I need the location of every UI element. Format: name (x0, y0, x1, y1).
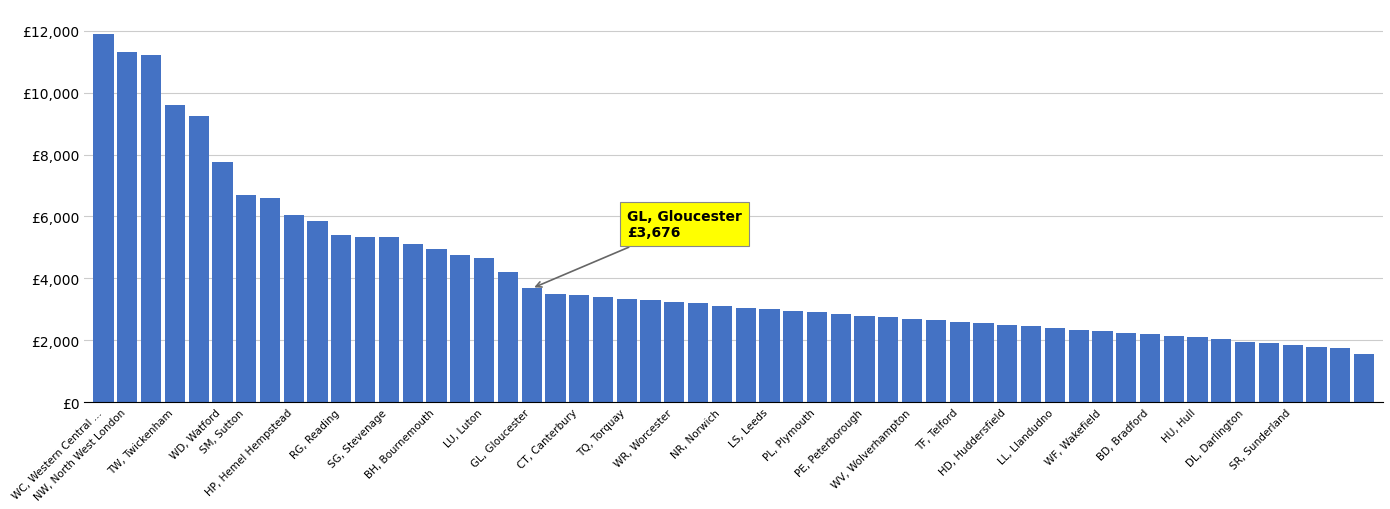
Bar (236, 195, 256, 403)
Bar (617, 299, 637, 403)
Bar (735, 308, 756, 403)
Bar (1187, 337, 1208, 403)
Bar (260, 199, 281, 403)
Bar (354, 237, 375, 403)
Bar (140, 56, 161, 403)
Bar (284, 215, 304, 403)
Bar (855, 316, 874, 403)
Bar (759, 310, 780, 403)
Bar (664, 302, 684, 403)
Bar (949, 322, 970, 403)
Bar (902, 319, 922, 403)
Bar (926, 321, 947, 403)
Bar (213, 163, 232, 403)
Bar (427, 249, 446, 403)
Bar (831, 315, 851, 403)
Bar (973, 324, 994, 403)
Bar (1116, 333, 1136, 403)
Text: GL, Gloucester
£3,676: GL, Gloucester £3,676 (537, 209, 742, 288)
Bar (1259, 344, 1279, 403)
Bar (1069, 330, 1088, 403)
Bar (521, 289, 542, 403)
Bar (498, 273, 518, 403)
Bar (545, 294, 566, 403)
Bar (1022, 327, 1041, 403)
Bar (594, 297, 613, 403)
Bar (331, 236, 352, 403)
Bar (783, 312, 803, 403)
Bar (450, 256, 470, 403)
Bar (379, 237, 399, 403)
Bar (474, 259, 495, 403)
Bar (1283, 345, 1302, 403)
Bar (1211, 339, 1232, 403)
Bar (165, 106, 185, 403)
Bar (93, 35, 114, 403)
Bar (688, 303, 709, 403)
Bar (1330, 348, 1350, 403)
Bar (712, 307, 733, 403)
Bar (1140, 334, 1161, 403)
Bar (1093, 331, 1112, 403)
Bar (641, 300, 660, 403)
Bar (1307, 347, 1326, 403)
Bar (307, 222, 328, 403)
Bar (808, 313, 827, 403)
Bar (1354, 355, 1375, 403)
Bar (1045, 328, 1065, 403)
Bar (997, 325, 1017, 403)
Bar (403, 245, 423, 403)
Bar (117, 53, 138, 403)
Bar (1234, 342, 1255, 403)
Bar (878, 318, 898, 403)
Bar (569, 296, 589, 403)
Bar (1163, 336, 1184, 403)
Bar (189, 117, 208, 403)
